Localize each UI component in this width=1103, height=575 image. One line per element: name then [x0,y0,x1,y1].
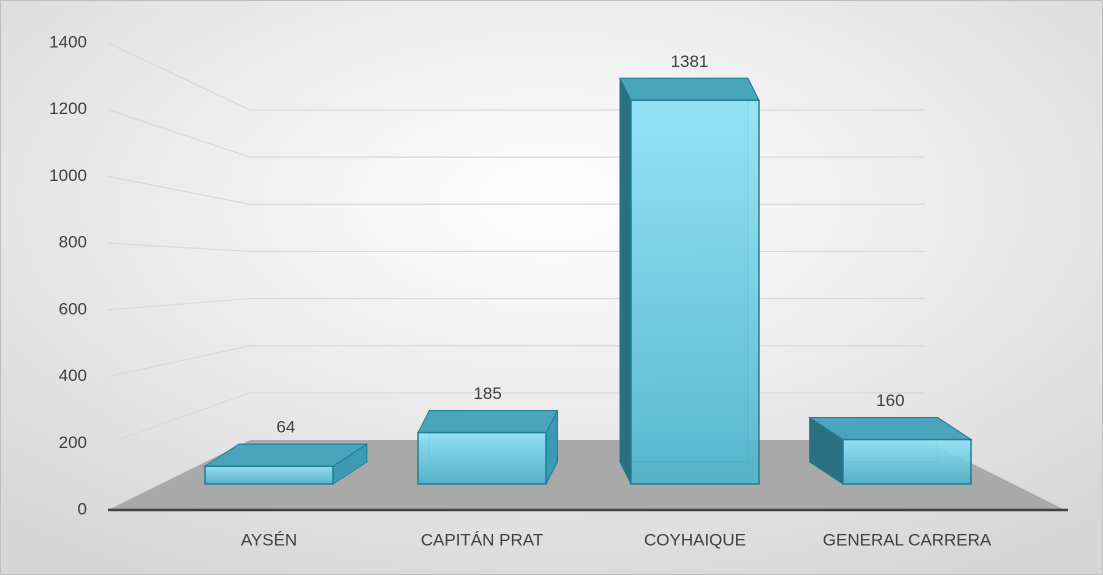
bar [417,431,547,485]
value-label: 160 [876,391,904,410]
bar-side [619,78,632,485]
y-tick-label: 800 [59,233,87,252]
value-label: 64 [276,418,295,437]
y-tick-label: 200 [59,433,87,452]
value-label: 1381 [671,52,709,71]
bar [204,465,334,485]
bar [630,99,760,485]
x-tick-label: COYHAIQUE [644,530,746,549]
y-tick-label: 0 [78,499,87,518]
x-tick-label: CAPITÁN PRAT [421,530,543,549]
bar [842,438,972,485]
y-tick-label: 600 [59,299,87,318]
y-tick-label: 400 [59,366,87,385]
value-label: 185 [473,384,501,403]
y-tick-label: 1000 [49,166,87,185]
x-tick-label: GENERAL CARRERA [823,530,992,549]
bar-top [619,77,760,101]
y-tick-label: 1200 [49,99,87,118]
x-tick-label: AYSÉN [241,530,297,549]
bar-top [417,410,559,434]
y-tick-label: 1400 [49,32,87,51]
